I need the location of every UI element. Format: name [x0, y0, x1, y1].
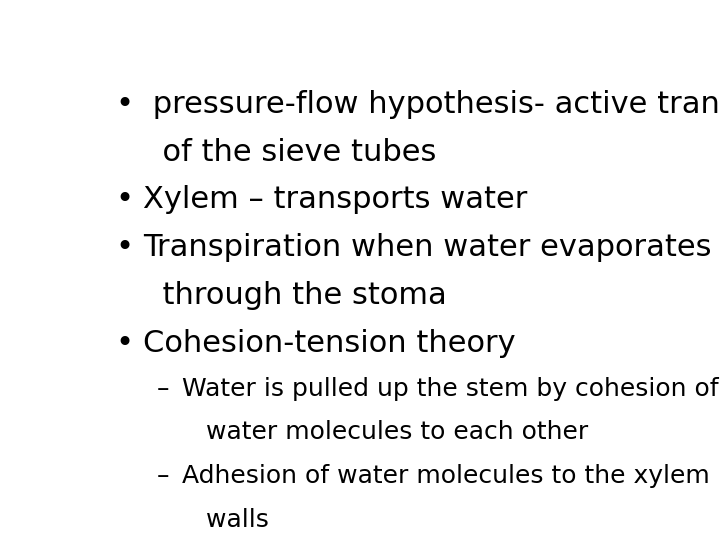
Text: through the stoma: through the stoma: [143, 281, 446, 310]
Text: –: –: [157, 377, 169, 401]
Text: Xylem – transports water: Xylem – transports water: [143, 185, 527, 214]
Text: •: •: [115, 233, 133, 262]
Text: –: –: [157, 464, 169, 488]
Text: Cohesion-tension theory: Cohesion-tension theory: [143, 329, 516, 358]
Text: pressure-flow hypothesis- active transport: pressure-flow hypothesis- active transpo…: [143, 90, 720, 119]
Text: walls: walls: [182, 508, 269, 531]
Text: •: •: [115, 329, 133, 358]
Text: Water is pulled up the stem by cohesion of: Water is pulled up the stem by cohesion …: [182, 377, 719, 401]
Text: •: •: [115, 185, 133, 214]
Text: Transpiration when water evaporates: Transpiration when water evaporates: [143, 233, 711, 262]
Text: •: •: [115, 90, 133, 119]
Text: water molecules to each other: water molecules to each other: [182, 420, 588, 444]
Text: Adhesion of water molecules to the xylem: Adhesion of water molecules to the xylem: [182, 464, 710, 488]
Text: of the sieve tubes: of the sieve tubes: [143, 138, 436, 166]
